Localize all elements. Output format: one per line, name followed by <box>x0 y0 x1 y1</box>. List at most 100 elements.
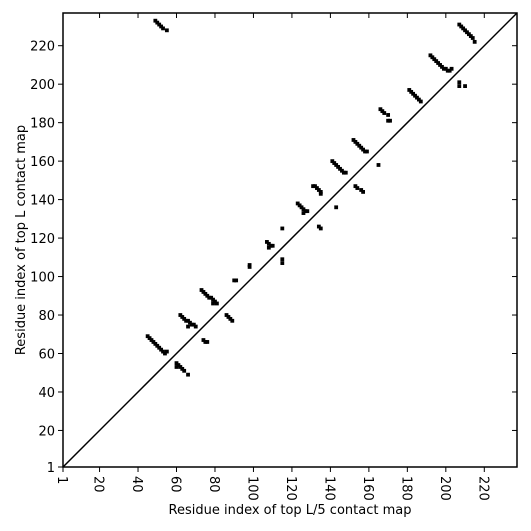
contact-point <box>213 299 217 304</box>
contact-point <box>226 315 231 319</box>
contact-point <box>463 84 467 89</box>
contact-point <box>199 288 204 292</box>
y-tick-label: 180 <box>30 117 55 132</box>
contact-point <box>457 80 462 85</box>
contact-point <box>205 340 210 344</box>
contact-point <box>182 368 187 373</box>
y-axis-label: Residue index of top L contact map <box>14 125 29 355</box>
contact-point <box>155 20 160 25</box>
contact-point <box>186 324 190 329</box>
contact-point <box>234 278 239 283</box>
contact-point <box>468 34 473 38</box>
contact-point <box>270 243 275 248</box>
contact-point <box>443 66 448 71</box>
contact-point <box>214 301 219 306</box>
contact-point <box>363 149 367 154</box>
contact-point <box>297 203 302 208</box>
x-tick-label: 200 <box>437 476 452 501</box>
y-tick-label: 160 <box>30 155 55 170</box>
contact-point <box>338 166 342 171</box>
contact-point <box>315 186 319 190</box>
contact-point <box>318 191 323 196</box>
contact-point <box>365 149 369 154</box>
contact-point <box>340 168 344 173</box>
y-tick-label: 80 <box>38 309 55 324</box>
contact-point <box>211 301 215 306</box>
contact-point <box>467 32 471 37</box>
contact-point <box>155 343 160 348</box>
contact-point <box>418 99 423 104</box>
contact-point <box>361 190 366 194</box>
contact-point <box>376 163 381 167</box>
contact-point <box>411 91 416 96</box>
contact-point <box>174 361 179 366</box>
contact-point <box>313 184 317 189</box>
contact-point <box>180 315 185 319</box>
contact-point <box>247 265 252 269</box>
x-tick-label: 120 <box>283 476 298 501</box>
contact-point <box>388 118 392 123</box>
contact-point <box>447 68 452 73</box>
contact-point <box>280 257 285 262</box>
contact-point <box>380 109 385 114</box>
contact-point <box>176 363 181 367</box>
contact-point <box>428 53 433 58</box>
contact-point <box>232 278 237 283</box>
x-tick-label: 60 <box>168 476 183 493</box>
contact-point <box>361 147 366 152</box>
contact-point <box>343 170 348 175</box>
contact-point <box>268 243 273 248</box>
contact-point <box>311 184 315 189</box>
contact-point <box>303 209 308 214</box>
contact-point <box>159 347 164 352</box>
y-tick-label: 140 <box>30 194 55 209</box>
contact-point <box>386 113 391 117</box>
contact-point <box>180 366 185 371</box>
contact-point <box>301 207 306 212</box>
contact-point <box>359 188 364 192</box>
contact-point <box>463 28 467 33</box>
contact-point <box>201 290 206 294</box>
contact-point <box>189 322 194 327</box>
contact-point <box>316 224 321 229</box>
x-tick-label: 80 <box>206 476 221 493</box>
contact-point <box>318 226 323 231</box>
x-tick-label: 140 <box>321 476 336 501</box>
contact-point <box>203 291 208 296</box>
contact-point <box>318 190 323 194</box>
contact-point <box>305 209 310 214</box>
y-tick-label: 200 <box>30 78 55 93</box>
contact-point <box>441 66 446 71</box>
contact-point <box>386 118 391 123</box>
y-tick-label: 20 <box>38 424 55 439</box>
x-tick-label: 180 <box>398 476 413 501</box>
contact-point <box>149 338 154 342</box>
contact-point <box>224 313 229 317</box>
contact-point <box>209 295 214 300</box>
contact-point <box>157 22 162 27</box>
contact-point <box>440 64 444 69</box>
contact-point <box>415 95 419 100</box>
contact-point <box>230 318 235 323</box>
contact-point <box>174 365 179 369</box>
contact-point <box>153 18 158 23</box>
contact-point <box>470 36 475 40</box>
contact-point <box>164 349 169 354</box>
contact-point <box>191 322 196 327</box>
contact-point <box>457 84 462 89</box>
contact-point <box>449 66 454 71</box>
contact-point <box>357 143 362 148</box>
contact-point <box>434 59 439 63</box>
x-tick-label: 40 <box>129 476 144 493</box>
y-tick-label: 60 <box>38 348 55 363</box>
contact-point <box>207 295 212 300</box>
contact-point <box>445 68 450 73</box>
contact-point <box>151 340 156 344</box>
contact-point <box>432 57 437 62</box>
contact-point <box>353 184 358 189</box>
contact-point <box>205 293 210 298</box>
contact-point <box>159 24 164 29</box>
x-axis-label: Residue index of top L/5 contact map <box>169 503 412 518</box>
contact-point <box>341 170 346 175</box>
contact-point <box>280 226 285 231</box>
